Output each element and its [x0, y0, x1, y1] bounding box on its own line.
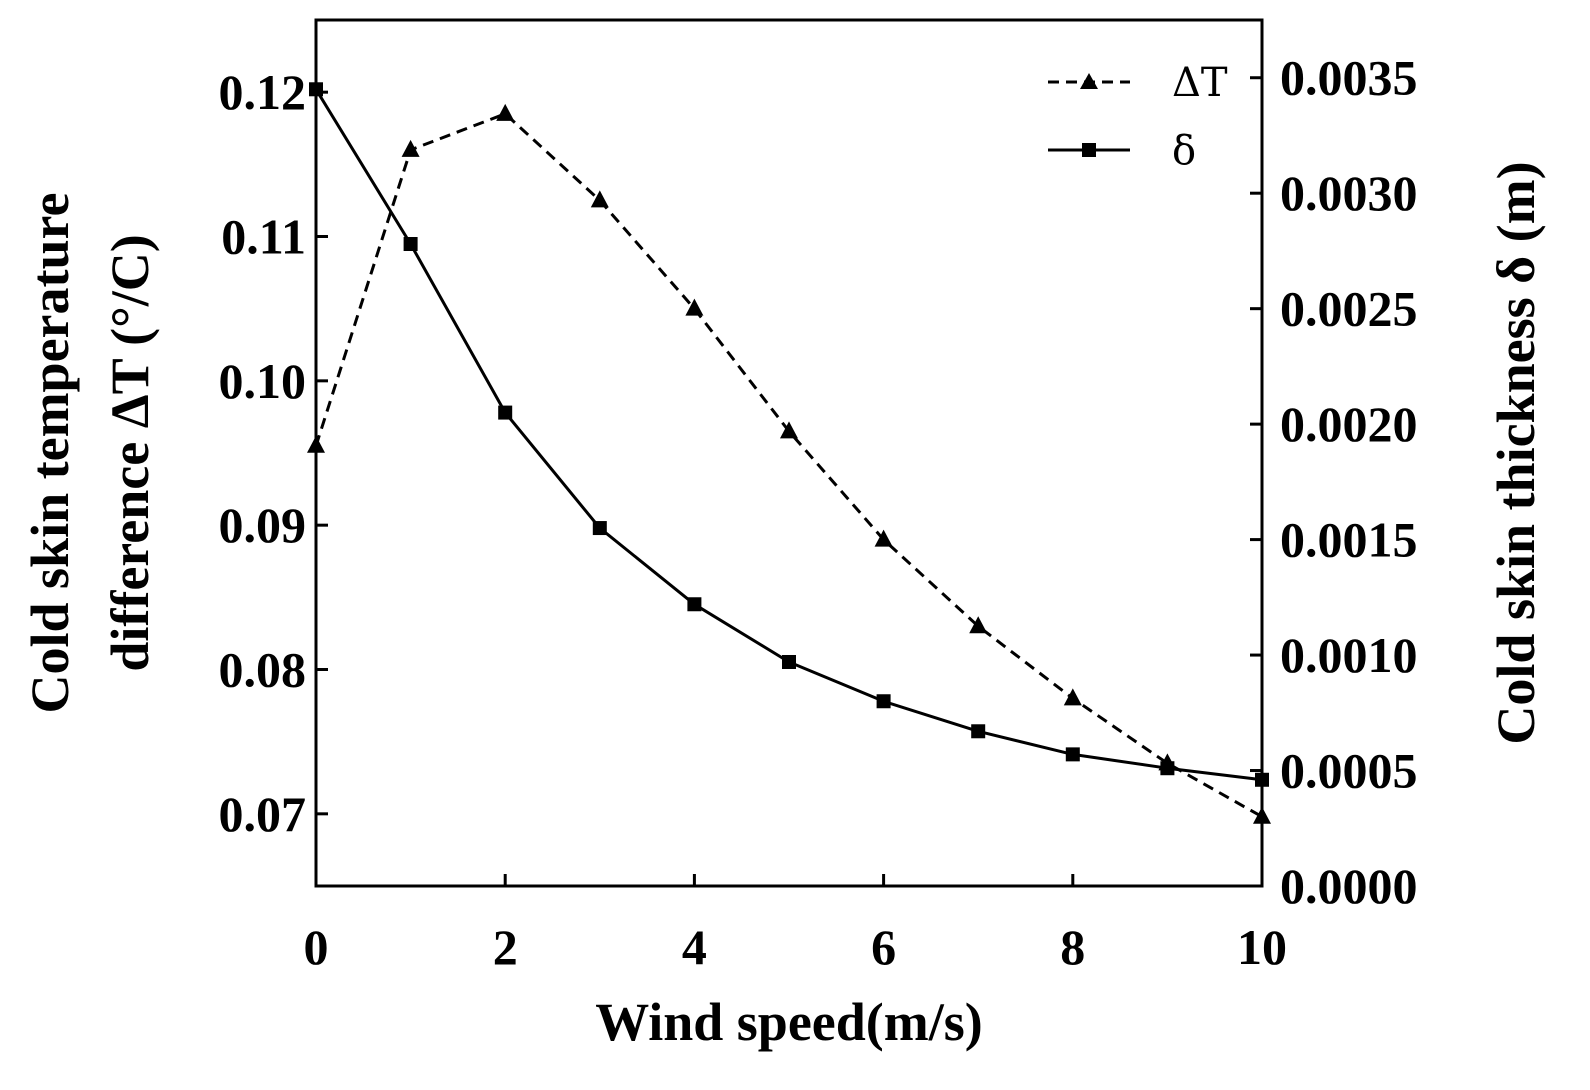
left-tick-label: 0.07 [219, 786, 307, 842]
data-point-delta-t [401, 139, 420, 157]
right-axis-ticks: 0.0000 0.0005 0.0010 0.0015 0.0020 0.0025 0.00… [1250, 50, 1418, 914]
left-tick-label: 0.08 [219, 642, 307, 698]
data-point-delta-t [1063, 688, 1082, 706]
data-point-delta-t [780, 421, 798, 439]
right-tick-label: 0.0000 [1280, 858, 1418, 914]
left-tick-label: 0.11 [221, 209, 306, 265]
legend-marker-delta [1082, 143, 1096, 157]
right-axis-title: Cold skin thickness δ (m) [1486, 161, 1546, 744]
x-tick-label: 6 [871, 919, 896, 975]
data-point-delta [782, 654, 796, 669]
left-axis-title-line2: difference ΔT (°/C) [100, 234, 160, 671]
legend: ΔT δ [1048, 60, 1228, 174]
right-tick-label: 0.0005 [1280, 743, 1418, 799]
data-point-delta [1160, 761, 1175, 776]
legend-label-delta-t: ΔT [1172, 60, 1228, 106]
right-tick-label: 0.0030 [1280, 165, 1418, 221]
right-tick-label: 0.0025 [1280, 281, 1418, 337]
x-axis-title: Wind speed(m/s) [595, 992, 983, 1052]
data-point-delta-t [969, 616, 988, 634]
data-point-delta-t [685, 298, 704, 316]
data-point-delta [309, 82, 323, 97]
right-tick-label: 0.0035 [1280, 50, 1418, 106]
data-point-delta [971, 724, 986, 739]
series-layer [307, 82, 1271, 824]
series-line-delta-t [314, 112, 1263, 819]
right-tick-label: 0.0015 [1280, 512, 1418, 568]
left-axis-ticks: 0.07 0.08 0.09 0.10 0.11 0.12 [219, 64, 328, 842]
left-axis-title-line1: Cold skin temperature [20, 193, 80, 714]
x-tick-label: 4 [682, 919, 707, 975]
x-tick-label: 2 [493, 919, 518, 975]
legend-label-delta: δ [1172, 128, 1196, 174]
data-point-delta-t [1253, 806, 1271, 824]
right-tick-label: 0.0010 [1280, 627, 1418, 683]
data-point-delta [876, 694, 891, 709]
data-point-delta [687, 597, 702, 612]
x-tick-label: 0 [304, 919, 329, 975]
x-tick-label: 8 [1060, 919, 1085, 975]
data-point-delta [498, 405, 513, 420]
x-axis-ticks: 0 2 4 6 8 10 [304, 874, 1287, 975]
data-point-delta-t [874, 529, 893, 547]
left-tick-label: 0.09 [219, 497, 307, 553]
data-point-delta-t [307, 435, 325, 453]
plot-frame [314, 18, 1264, 888]
left-tick-label: 0.12 [219, 64, 307, 120]
data-point-delta [403, 237, 418, 252]
data-point-delta [1065, 747, 1080, 762]
data-point-delta [592, 521, 607, 536]
data-point-delta [1255, 772, 1269, 787]
left-tick-label: 0.10 [219, 353, 307, 409]
right-tick-label: 0.0020 [1280, 396, 1418, 452]
x-tick-label: 10 [1237, 919, 1287, 975]
data-point-delta-t [590, 190, 609, 208]
legend-marker-delta-t [1080, 73, 1098, 89]
data-point-delta-t [496, 103, 515, 121]
